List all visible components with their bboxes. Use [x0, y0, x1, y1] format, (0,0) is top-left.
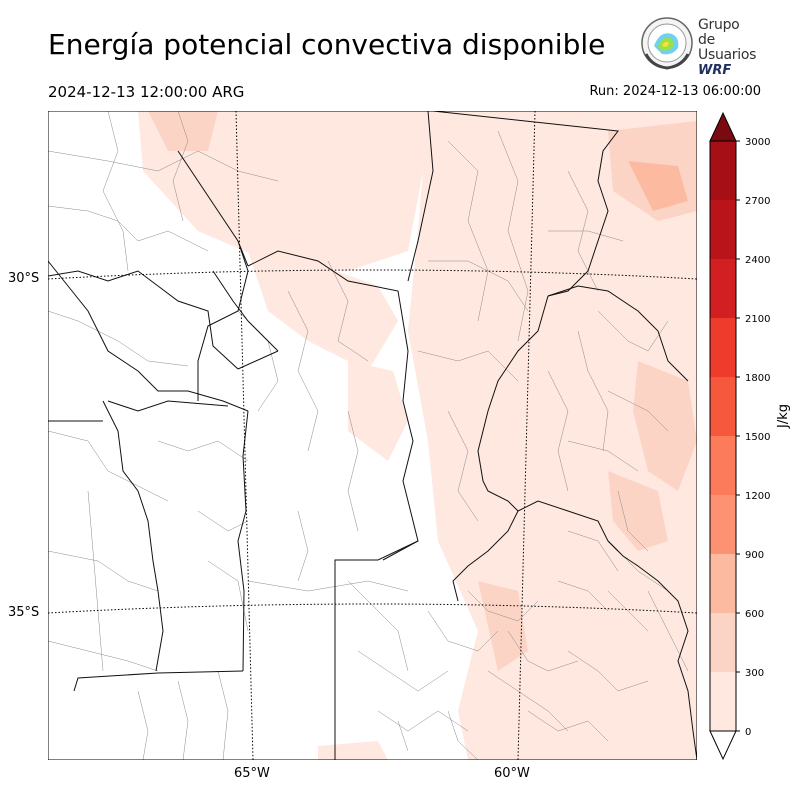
colorbar-segment [710, 613, 736, 672]
graticule [48, 111, 697, 760]
lon-label-60w: 60°W [494, 766, 530, 781]
colorbar-segment [710, 377, 736, 436]
colorbar-segment [710, 318, 736, 377]
colorbar-segment [710, 141, 736, 200]
colorbar-under-arrow [709, 730, 737, 761]
logo-line1: Grupo de [698, 17, 740, 48]
cape-map [48, 111, 697, 760]
colorbar-tick-label: 2100 [745, 314, 770, 325]
colorbar-tick-label: 600 [745, 609, 764, 620]
colorbar-tick-label: 1800 [745, 373, 770, 384]
lat-label-30s: 30°S [8, 271, 40, 286]
colorbar-tick-label: 1200 [745, 491, 770, 502]
province-boundaries [48, 111, 689, 760]
run-time: Run: 2024-12-13 06:00:00 [589, 84, 761, 99]
colorbar-over-arrow [709, 111, 737, 142]
cape-shading [138, 111, 697, 760]
colorbar-tick-label: 3000 [745, 137, 770, 148]
lon-label-65w: 65°W [234, 766, 270, 781]
colorbar-tick-label: 1500 [745, 432, 770, 443]
colorbar-segment [710, 200, 736, 259]
colorbar-tick-label: 300 [745, 668, 764, 679]
colorbar-tick-label: 2400 [745, 255, 770, 266]
colorbar-tick-label: 900 [745, 550, 764, 561]
chart-title: Energía potencial convectiva disponible [48, 28, 606, 61]
colorbar-segment [710, 554, 736, 613]
colorbar-tick-label: 2700 [745, 196, 770, 207]
colorbar: 0 300 600 900 1200 1500 1800 2100 2400 2700 3000 [709, 111, 770, 761]
colorbar-segment [710, 672, 736, 731]
lat-label-35s: 35°S [8, 605, 40, 620]
wrf-logo: Grupo de Usuarios WRF [638, 16, 760, 78]
colorbar-segment [710, 436, 736, 495]
colorbar-segment [710, 259, 736, 318]
coastline [607, 540, 697, 760]
valid-time: 2024-12-13 12:00:00 ARG [48, 83, 245, 101]
department-boundaries [48, 111, 689, 760]
colorbar-segment [710, 495, 736, 554]
colorbar-unit: J/kg [776, 404, 791, 428]
wrf-logo-emblem [641, 17, 693, 70]
logo-line3: WRF [698, 63, 732, 78]
logo-line2: Usuarios [698, 47, 757, 63]
colorbar-tick-label: 0 [745, 727, 751, 738]
